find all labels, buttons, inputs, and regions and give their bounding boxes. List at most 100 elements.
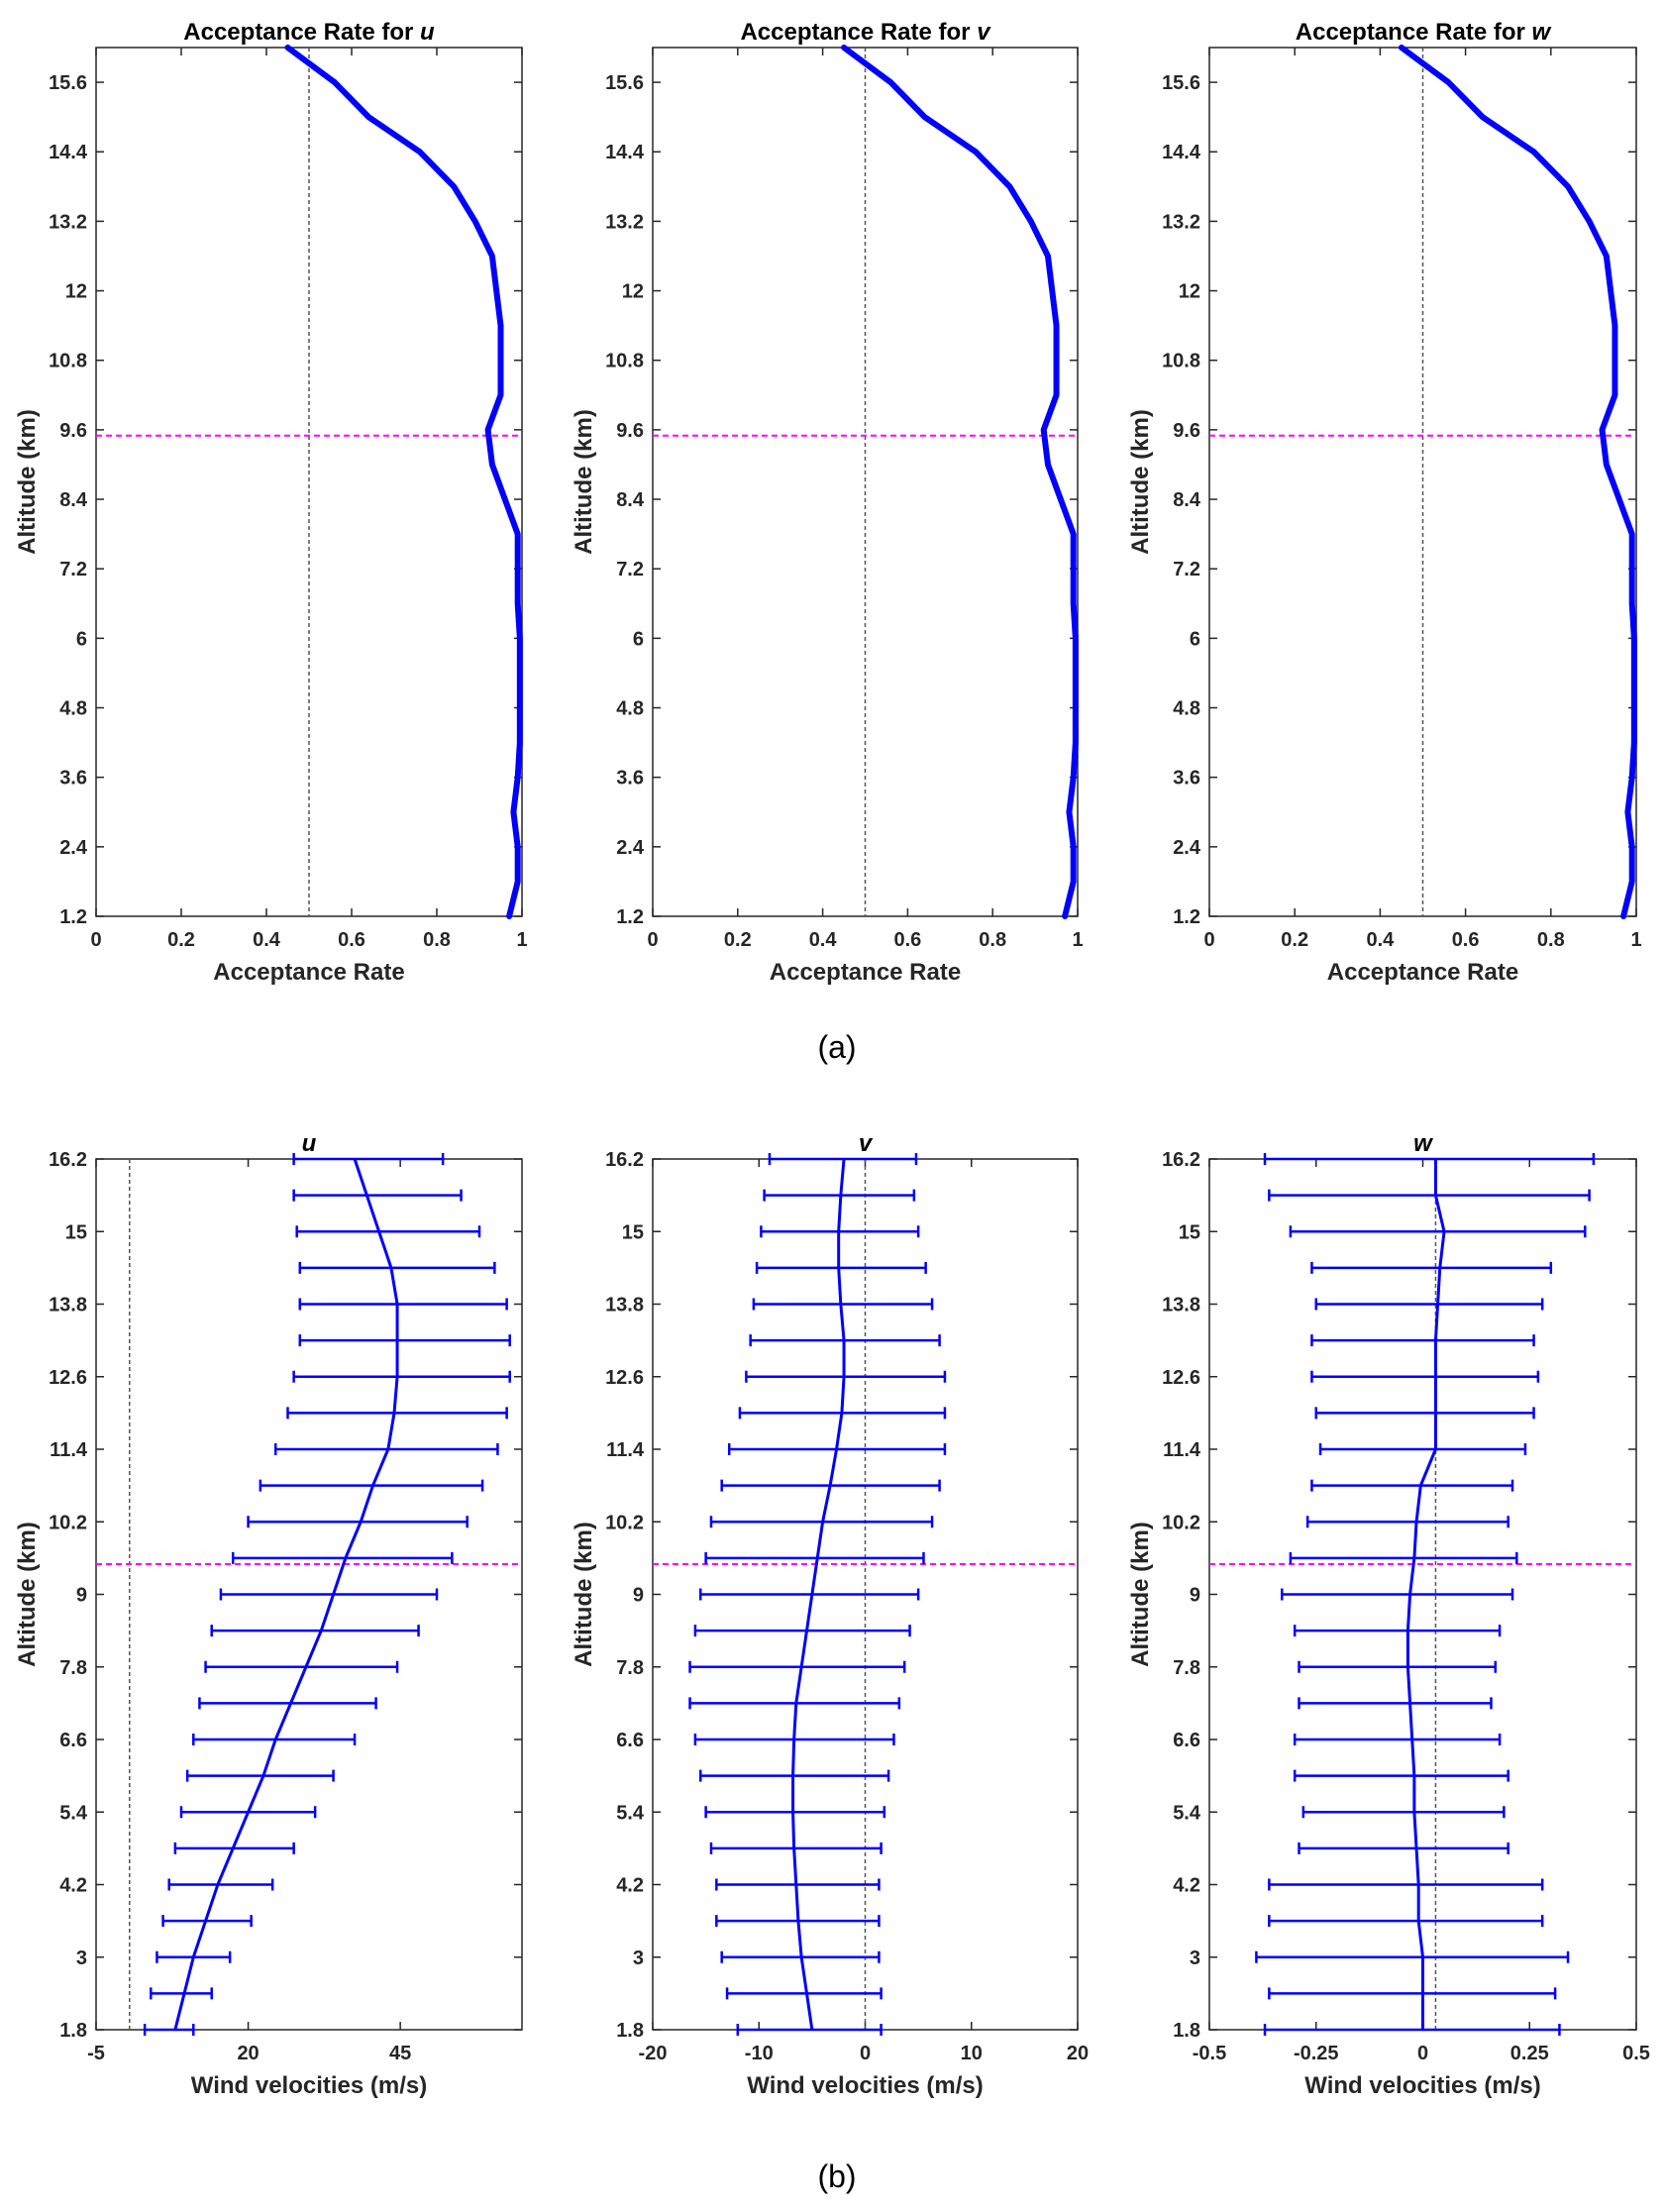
y-tick-label: 12 [65,281,87,303]
panel-title-variable: v [977,19,991,46]
x-tick-label: 0.4 [809,929,838,951]
y-tick-label: 9.6 [616,420,644,442]
y-axis-label: Altitude (km) [571,1522,597,1667]
chart-acc-w: 1.22.43.64.867.28.49.610.81213.214.415.6… [1127,19,1642,986]
y-tick-label: 3 [76,1948,87,1969]
chart-acc-v: 1.22.43.64.867.28.49.610.81213.214.415.6… [571,19,1084,986]
x-axis-label: Acceptance Rate [213,959,404,986]
x-tick-label: 0 [647,929,658,951]
y-tick-label: 4.8 [59,698,87,720]
y-tick-label: 11.4 [1163,1439,1201,1461]
mean-wind-line [173,1158,399,2031]
x-axis-label: Wind velocities (m/s) [191,2072,428,2099]
x-tick-label: -20 [639,2043,668,2064]
y-tick-label: 6.6 [59,1730,87,1751]
y-tick-label: 1.8 [1173,2020,1200,2042]
y-tick-label: 10.8 [1162,351,1200,372]
y-tick-label: 1.8 [59,2020,87,2042]
y-tick-label: 9.6 [1173,420,1200,442]
y-tick-label: 1.2 [1173,906,1200,928]
y-tick-label: 9 [633,1585,644,1607]
y-tick-label: 9 [76,1585,87,1607]
x-tick-label: 0.2 [1281,929,1308,951]
y-tick-label: 1.2 [59,906,87,928]
y-tick-label: 4.8 [1173,698,1200,720]
y-tick-label: 13.8 [605,1295,644,1317]
y-tick-label: 10.8 [49,351,87,372]
y-tick-label: 6.6 [616,1730,644,1751]
y-tick-label: 4.2 [616,1875,644,1897]
x-tick-label: 0.6 [893,929,921,951]
panel-title: Acceptance Rate for w [1296,19,1552,46]
y-tick-label: 9.6 [59,420,87,442]
y-tick-label: 14.4 [1162,142,1201,163]
panel-title: u [302,1130,317,1157]
y-tick-label: 1.2 [616,906,644,928]
y-tick-label: 5.4 [616,1802,645,1824]
y-tick-label: 13.8 [1162,1295,1200,1317]
y-tick-label: 6 [76,628,87,650]
y-tick-label: 15.6 [1162,72,1200,94]
x-tick-label: 0.5 [1622,2043,1650,2064]
x-axis-label: Acceptance Rate [1327,959,1518,986]
x-tick-label: 0 [1203,929,1214,951]
y-tick-label: 6.6 [1173,1730,1200,1751]
y-tick-label: 16.2 [49,1149,87,1171]
x-tick-label: 0.2 [167,929,195,951]
y-tick-label: 12 [622,281,644,303]
x-tick-label: -0.25 [1294,2043,1339,2064]
panel-title: Acceptance Rate for u [183,19,435,46]
y-tick-label: 9 [1190,1585,1200,1607]
y-axis-label: Altitude (km) [1127,1522,1154,1667]
y-axis-label: Altitude (km) [571,409,597,555]
y-tick-label: 2.4 [59,837,88,859]
x-tick-label: 1 [516,929,527,951]
x-tick-label: -0.5 [1193,2043,1226,2064]
y-tick-label: 13.2 [49,211,87,233]
y-tick-label: 15.6 [605,72,644,94]
x-tick-label: -5 [87,2043,105,2064]
panel-title-variable: w [1532,19,1552,46]
acceptance-rate-line [1398,45,1637,919]
panel-title: w [1413,1130,1433,1157]
y-tick-label: 2.4 [616,837,645,859]
y-tick-label: 14.4 [49,142,88,163]
x-tick-label: 0.8 [979,929,1006,951]
x-tick-label: 10 [961,2043,983,2064]
subplots: 1.22.43.64.867.28.49.610.81213.214.415.6… [14,19,1650,2099]
y-tick-label: 4.2 [59,1875,87,1897]
x-tick-label: 0.6 [338,929,365,951]
panel-title-variable: v [859,1130,874,1157]
y-tick-label: 13.2 [605,211,644,233]
x-tick-label: 0.4 [253,929,281,951]
y-axis-label: Altitude (km) [1127,409,1154,555]
caption-a: (a) [817,1029,856,1065]
x-tick-label: 0.4 [1366,929,1395,951]
y-tick-label: 7.8 [616,1657,644,1679]
x-tick-label: 1 [1630,929,1641,951]
x-tick-label: 0 [860,2043,871,2064]
y-tick-label: 12.6 [49,1367,87,1389]
y-tick-label: 4.8 [616,698,644,720]
x-tick-label: 0.8 [423,929,451,951]
x-tick-label: 0.8 [1537,929,1565,951]
panel-title-variable: u [302,1130,317,1157]
y-tick-label: 10.2 [49,1512,87,1533]
y-tick-label: 12.6 [605,1367,644,1389]
y-tick-label: 16.2 [1162,1149,1200,1171]
panel-title: Acceptance Rate for v [740,19,991,46]
y-tick-label: 3 [1190,1948,1200,1969]
y-tick-label: 7.2 [1173,559,1200,580]
y-tick-label: 15 [622,1221,644,1243]
mean-wind-line [791,1158,846,2031]
y-tick-label: 8.4 [59,489,88,511]
panel-title-text: Acceptance Rate for [1296,19,1532,46]
y-axis-label: Altitude (km) [14,1522,41,1667]
y-tick-label: 2.4 [1173,837,1201,859]
y-tick-label: 7.8 [59,1657,87,1679]
x-tick-label: 45 [389,2043,411,2064]
panel-title: v [859,1130,874,1157]
x-tick-label: 0.25 [1510,2043,1549,2064]
y-tick-label: 10.2 [1162,1512,1200,1533]
